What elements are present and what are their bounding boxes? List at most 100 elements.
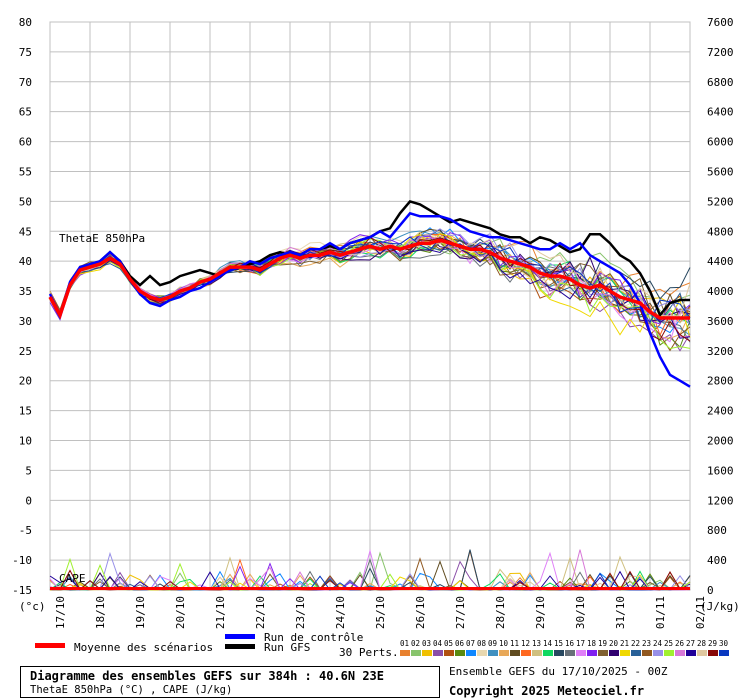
- right-tick-label: 6000: [707, 136, 734, 149]
- left-tick-label: 65: [19, 106, 32, 119]
- mean-line: [48, 238, 690, 320]
- date-tick-label: 21/10: [214, 596, 227, 629]
- legend-pert-swatch-06: [455, 650, 465, 656]
- legend-pert-swatch-01: [400, 650, 410, 656]
- date-tick-label: 18/10: [94, 596, 107, 629]
- right-tick-label: 400: [707, 554, 727, 567]
- right-tick-label: 800: [707, 524, 727, 537]
- legend-pert-id: 08: [477, 639, 487, 648]
- right-tick-label: 4000: [707, 285, 734, 298]
- date-tick-label: 23/10: [294, 596, 307, 629]
- legend-pert-swatch-04: [433, 650, 443, 656]
- legend-pert-swatch-19: [598, 650, 608, 656]
- left-tick-label: 70: [19, 76, 32, 89]
- legend-pert-swatch-02: [411, 650, 421, 656]
- legend-pert-id: 01: [400, 639, 409, 648]
- legend-pert-swatch-05: [444, 650, 454, 656]
- left-tick-label: 60: [19, 136, 32, 149]
- legend-pert-swatch-15: [554, 650, 564, 656]
- right-tick-label: 6400: [707, 106, 734, 119]
- left-tick-label: 25: [19, 345, 32, 358]
- legend-pert-swatch-21: [620, 650, 630, 656]
- date-tick-label: 29/10: [534, 596, 547, 629]
- left-tick-label: -5: [19, 524, 32, 537]
- date-axis-ticks: 17/10 18/10 19/10 20/10 21/10 22/10 23/10 24/10…: [54, 596, 707, 629]
- left-tick-label: 15: [19, 405, 32, 418]
- legend-pert-id: 10: [499, 639, 509, 648]
- legend-pert-id: 05: [444, 639, 453, 648]
- right-tick-label: 5600: [707, 165, 734, 178]
- legend-pert-id: 24: [653, 639, 663, 648]
- legend-pert-id: 13: [532, 639, 541, 648]
- legend-pert-id: 16: [565, 639, 575, 648]
- right-tick-label: 4400: [707, 255, 734, 268]
- date-tick-label: 22/10: [254, 596, 267, 629]
- legend-pert-id: 11: [510, 639, 519, 648]
- legend-pert-id: 20: [609, 639, 619, 648]
- date-tick-label: 30/10: [574, 596, 587, 629]
- date-tick-label: 17/10: [54, 596, 67, 629]
- left-tick-label: 55: [19, 165, 32, 178]
- legend-control-label: Run de contrôle: [264, 631, 363, 644]
- legend-pert-id: 04: [433, 639, 443, 648]
- left-tick-label: -10: [12, 554, 32, 567]
- right-tick-label: 2800: [707, 375, 734, 388]
- legend-pert-id: 07: [466, 639, 475, 648]
- left-tick-label: 40: [19, 255, 32, 268]
- right-tick-label: 7200: [707, 46, 734, 59]
- legend-pert-swatch-11: [510, 650, 520, 656]
- legend-mean-swatch: [35, 643, 65, 648]
- legend-gfs-label: Run GFS: [264, 641, 310, 654]
- date-tick-label: 01/11: [654, 596, 667, 629]
- right-tick-label: 3600: [707, 315, 734, 328]
- main-lines: [48, 199, 691, 591]
- control-line: [48, 211, 691, 388]
- legend-pert-swatch-07: [466, 650, 476, 656]
- legend-pert-swatch-20: [609, 650, 619, 656]
- right-tick-label: 2000: [707, 435, 734, 448]
- legend-pert-id: 18: [587, 639, 597, 648]
- left-tick-label: 35: [19, 285, 32, 298]
- right-tick-label: 4800: [707, 225, 734, 238]
- legend-pert-id: 17: [576, 639, 585, 648]
- legend-pert-id: 25: [664, 639, 673, 648]
- date-tick-label: 27/10: [454, 596, 467, 629]
- legend-pert-id: 03: [422, 639, 431, 648]
- date-tick-label: 26/10: [414, 596, 427, 629]
- left-tick-label: -15: [12, 584, 32, 597]
- date-tick-label: 28/10: [494, 596, 507, 629]
- legend-control-swatch: [225, 634, 255, 639]
- left-axis-unit: (°c): [19, 600, 46, 613]
- legend-perts-label: 30 Perts.: [339, 646, 399, 659]
- chart-title: Diagramme des ensembles GEFS sur 384h : …: [30, 669, 385, 683]
- run-info: Ensemble GEFS du 17/10/2025 - 00Z: [449, 665, 668, 678]
- legend-pert-swatch-09: [488, 650, 498, 656]
- legend-pert-id: 28: [697, 639, 707, 648]
- legend-pert-id: 02: [411, 639, 420, 648]
- legend-gfs-swatch: [225, 644, 255, 649]
- left-tick-label: 30: [19, 315, 32, 328]
- left-tick-label: 75: [19, 46, 32, 59]
- left-tick-label: 10: [19, 435, 32, 448]
- date-tick-label: 25/10: [374, 596, 387, 629]
- date-tick-label: 24/10: [334, 596, 347, 629]
- date-tick-label: 02/11: [694, 596, 707, 629]
- legend-pert-id: 26: [675, 639, 685, 648]
- legend-pert-swatch-30: [719, 650, 729, 656]
- perturbation-legend: 01 02 03 04 05 06 07 08 09 10 11 12 13 14 15 16 17 18 19 20…: [400, 639, 729, 656]
- left-tick-label: 5: [25, 464, 32, 477]
- legend-pert-id: 22: [631, 639, 640, 648]
- right-axis-unit: (J/kg): [700, 600, 740, 613]
- chart-subtitle: ThetaE 850hPa (°C) , CAPE (J/kg): [30, 684, 233, 696]
- date-tick-label: 19/10: [134, 596, 147, 629]
- legend-pert-id: 27: [686, 639, 695, 648]
- date-tick-label: 20/10: [174, 596, 187, 629]
- legend-pert-id: 23: [642, 639, 651, 648]
- legend-pert-id: 15: [554, 639, 563, 648]
- legend-pert-swatch-16: [565, 650, 575, 656]
- legend-pert-id: 30: [719, 639, 729, 648]
- right-tick-label: 5200: [707, 195, 734, 208]
- legend-pert-swatch-18: [587, 650, 597, 656]
